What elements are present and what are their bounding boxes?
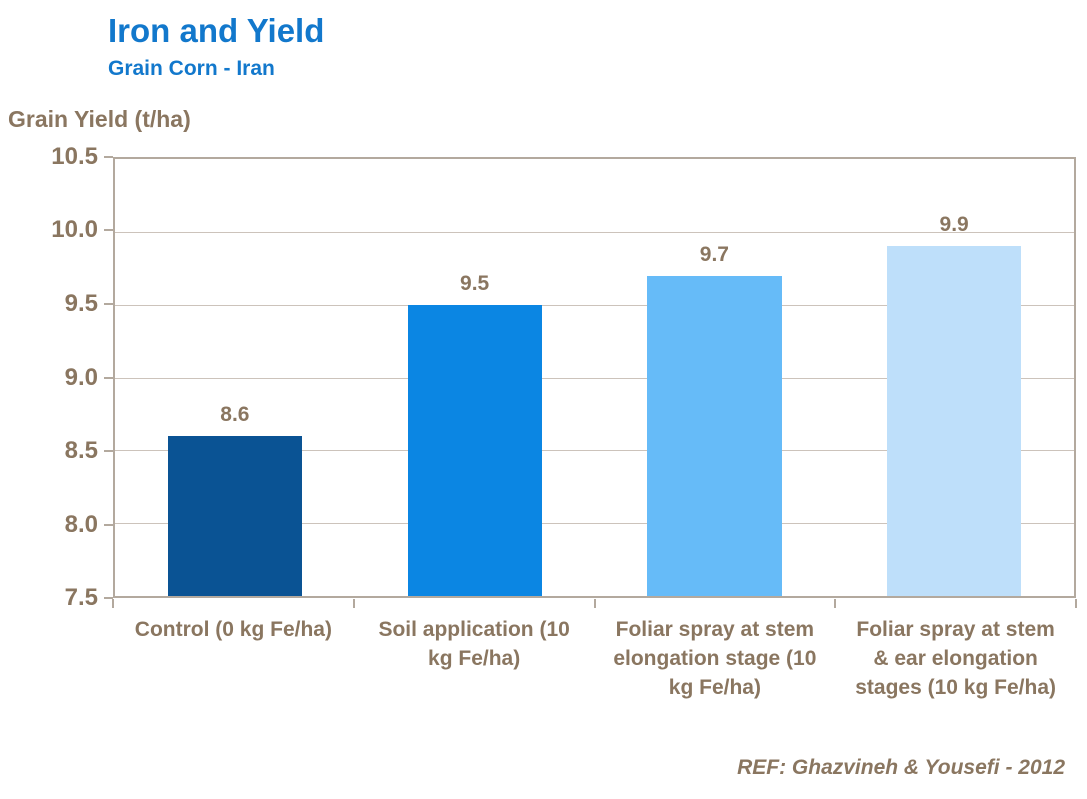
x-category-label: Soil application (10 kg Fe/ha): [378, 618, 570, 670]
x-category-labels: Control (0 kg Fe/ha) Soil application (10…: [113, 616, 1076, 703]
x-tick-mark: [593, 599, 596, 608]
x-category-label: Control (0 kg Fe/ha): [134, 618, 332, 641]
y-tick-label: 10.5: [51, 143, 98, 170]
gridline: [115, 304, 1074, 306]
y-axis-title: Grain Yield (t/ha): [8, 106, 191, 132]
bar-group: 9.9: [834, 159, 1074, 596]
x-tick-mark: [112, 599, 114, 608]
y-tick-label: 8.5: [64, 436, 98, 464]
bar-columns: 8.6 9.5 9.7 9.9: [115, 159, 1074, 596]
bar-group: 8.6: [115, 159, 355, 596]
y-tick-label: 10.0: [51, 216, 98, 244]
x-tick-mark: [834, 599, 837, 608]
plot-area: 8.6 9.5 9.7 9.9: [113, 157, 1076, 598]
bar: [887, 246, 1022, 596]
bar-value-label: 9.9: [939, 213, 969, 237]
bar: [647, 275, 782, 596]
reference-text: REF: Ghazvineh & Yousefi - 2012: [737, 756, 1065, 779]
x-axis-tick-marks: [112, 599, 1077, 608]
y-axis-tick-labels: 10.5 10.0 9.5 9.0 8.5 8.0 7.5: [0, 143, 98, 611]
bar: [407, 304, 542, 596]
gridline: [115, 523, 1074, 525]
y-tick-mark: [104, 597, 113, 599]
y-tick-mark: [104, 156, 113, 158]
y-tick-mark: [104, 229, 113, 232]
y-tick-mark: [104, 523, 113, 526]
chart-subtitle: Grain Corn - Iran: [108, 57, 275, 80]
gridline: [115, 231, 1074, 233]
gridline: [115, 377, 1074, 379]
y-axis-tick-marks: [104, 156, 113, 599]
bar: [167, 435, 302, 596]
bar-value-label: 9.5: [460, 271, 490, 295]
y-tick-mark: [104, 449, 113, 452]
chart-title: Iron and Yield: [108, 12, 325, 49]
x-tick-mark: [1075, 599, 1077, 608]
x-category-label: Foliar spray at stem elongation stage (1…: [613, 618, 817, 699]
y-tick-label: 8.0: [64, 510, 98, 538]
bar-value-label: 9.7: [699, 242, 729, 266]
y-tick-mark: [104, 302, 113, 305]
y-tick-label: 9.5: [64, 289, 98, 317]
bar-group: 9.5: [355, 159, 595, 596]
bar-value-label: 8.6: [220, 402, 250, 426]
y-tick-label: 7.5: [64, 584, 98, 611]
y-tick-mark: [104, 376, 113, 379]
bar-group: 9.7: [595, 159, 835, 596]
x-category-label: Foliar spray at stem & ear elongation st…: [855, 618, 1056, 699]
y-tick-label: 9.0: [64, 363, 98, 391]
gridline: [115, 450, 1074, 452]
x-tick-mark: [352, 599, 355, 608]
